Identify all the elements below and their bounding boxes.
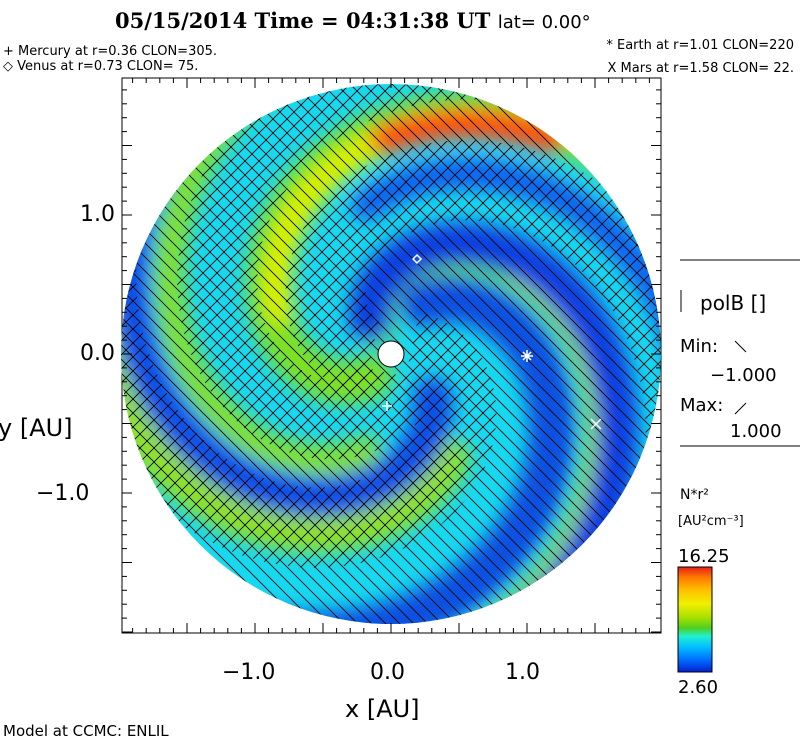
legend-mercury: + Mercury at r=0.36 CLON=305. <box>3 44 218 59</box>
max-value: 1.000 <box>730 421 782 442</box>
polarity-hatch <box>285 140 661 578</box>
colorbar <box>677 566 713 673</box>
legend-venus: ◇ Venus at r=0.73 CLON= 75. <box>3 59 199 74</box>
max-contour-icon <box>734 402 747 415</box>
density-field <box>121 84 661 624</box>
contour-legend-label: polB [] <box>700 291 767 315</box>
min-label: Min: <box>680 336 719 357</box>
legend-earth: * Earth at r=1.01 CLON=220 <box>606 38 794 53</box>
plot-title: 05/15/2014 Time = 04:31:38 UT lat= 0.00° <box>115 8 591 33</box>
mercury-marker <box>382 401 392 411</box>
colorbar-min: 2.60 <box>678 677 719 698</box>
y-axis-label: y [AU] <box>0 414 73 442</box>
venus-marker <box>411 253 423 265</box>
footer-credit: Model at CCMC: ENLIL <box>3 722 169 740</box>
ytick-label: 1.0 <box>80 202 115 227</box>
xtick-label: −1.0 <box>222 660 276 685</box>
earth-marker <box>521 350 533 362</box>
axis-ticks <box>122 78 661 633</box>
polarity-hatch <box>177 84 615 460</box>
colorbar-max: 16.25 <box>678 546 730 567</box>
mars-marker <box>590 418 602 430</box>
colorbar-units: [AU²cm⁻³] <box>678 514 744 529</box>
min-contour-icon <box>734 340 747 353</box>
xtick-label: 1.0 <box>505 660 540 685</box>
ytick-label: −1.0 <box>36 481 90 506</box>
x-axis-label: x [AU] <box>345 695 420 723</box>
sun-marker <box>377 340 405 368</box>
max-label: Max: <box>680 395 724 416</box>
legend-mars: X Mars at r=1.58 CLON= 22. <box>607 61 795 76</box>
polarity-hatch <box>121 130 497 568</box>
ytick-label: 0.0 <box>80 341 115 366</box>
min-value: −1.000 <box>710 365 777 386</box>
colorbar-quantity: N*r² <box>680 487 709 503</box>
xtick-label: 0.0 <box>370 660 405 685</box>
